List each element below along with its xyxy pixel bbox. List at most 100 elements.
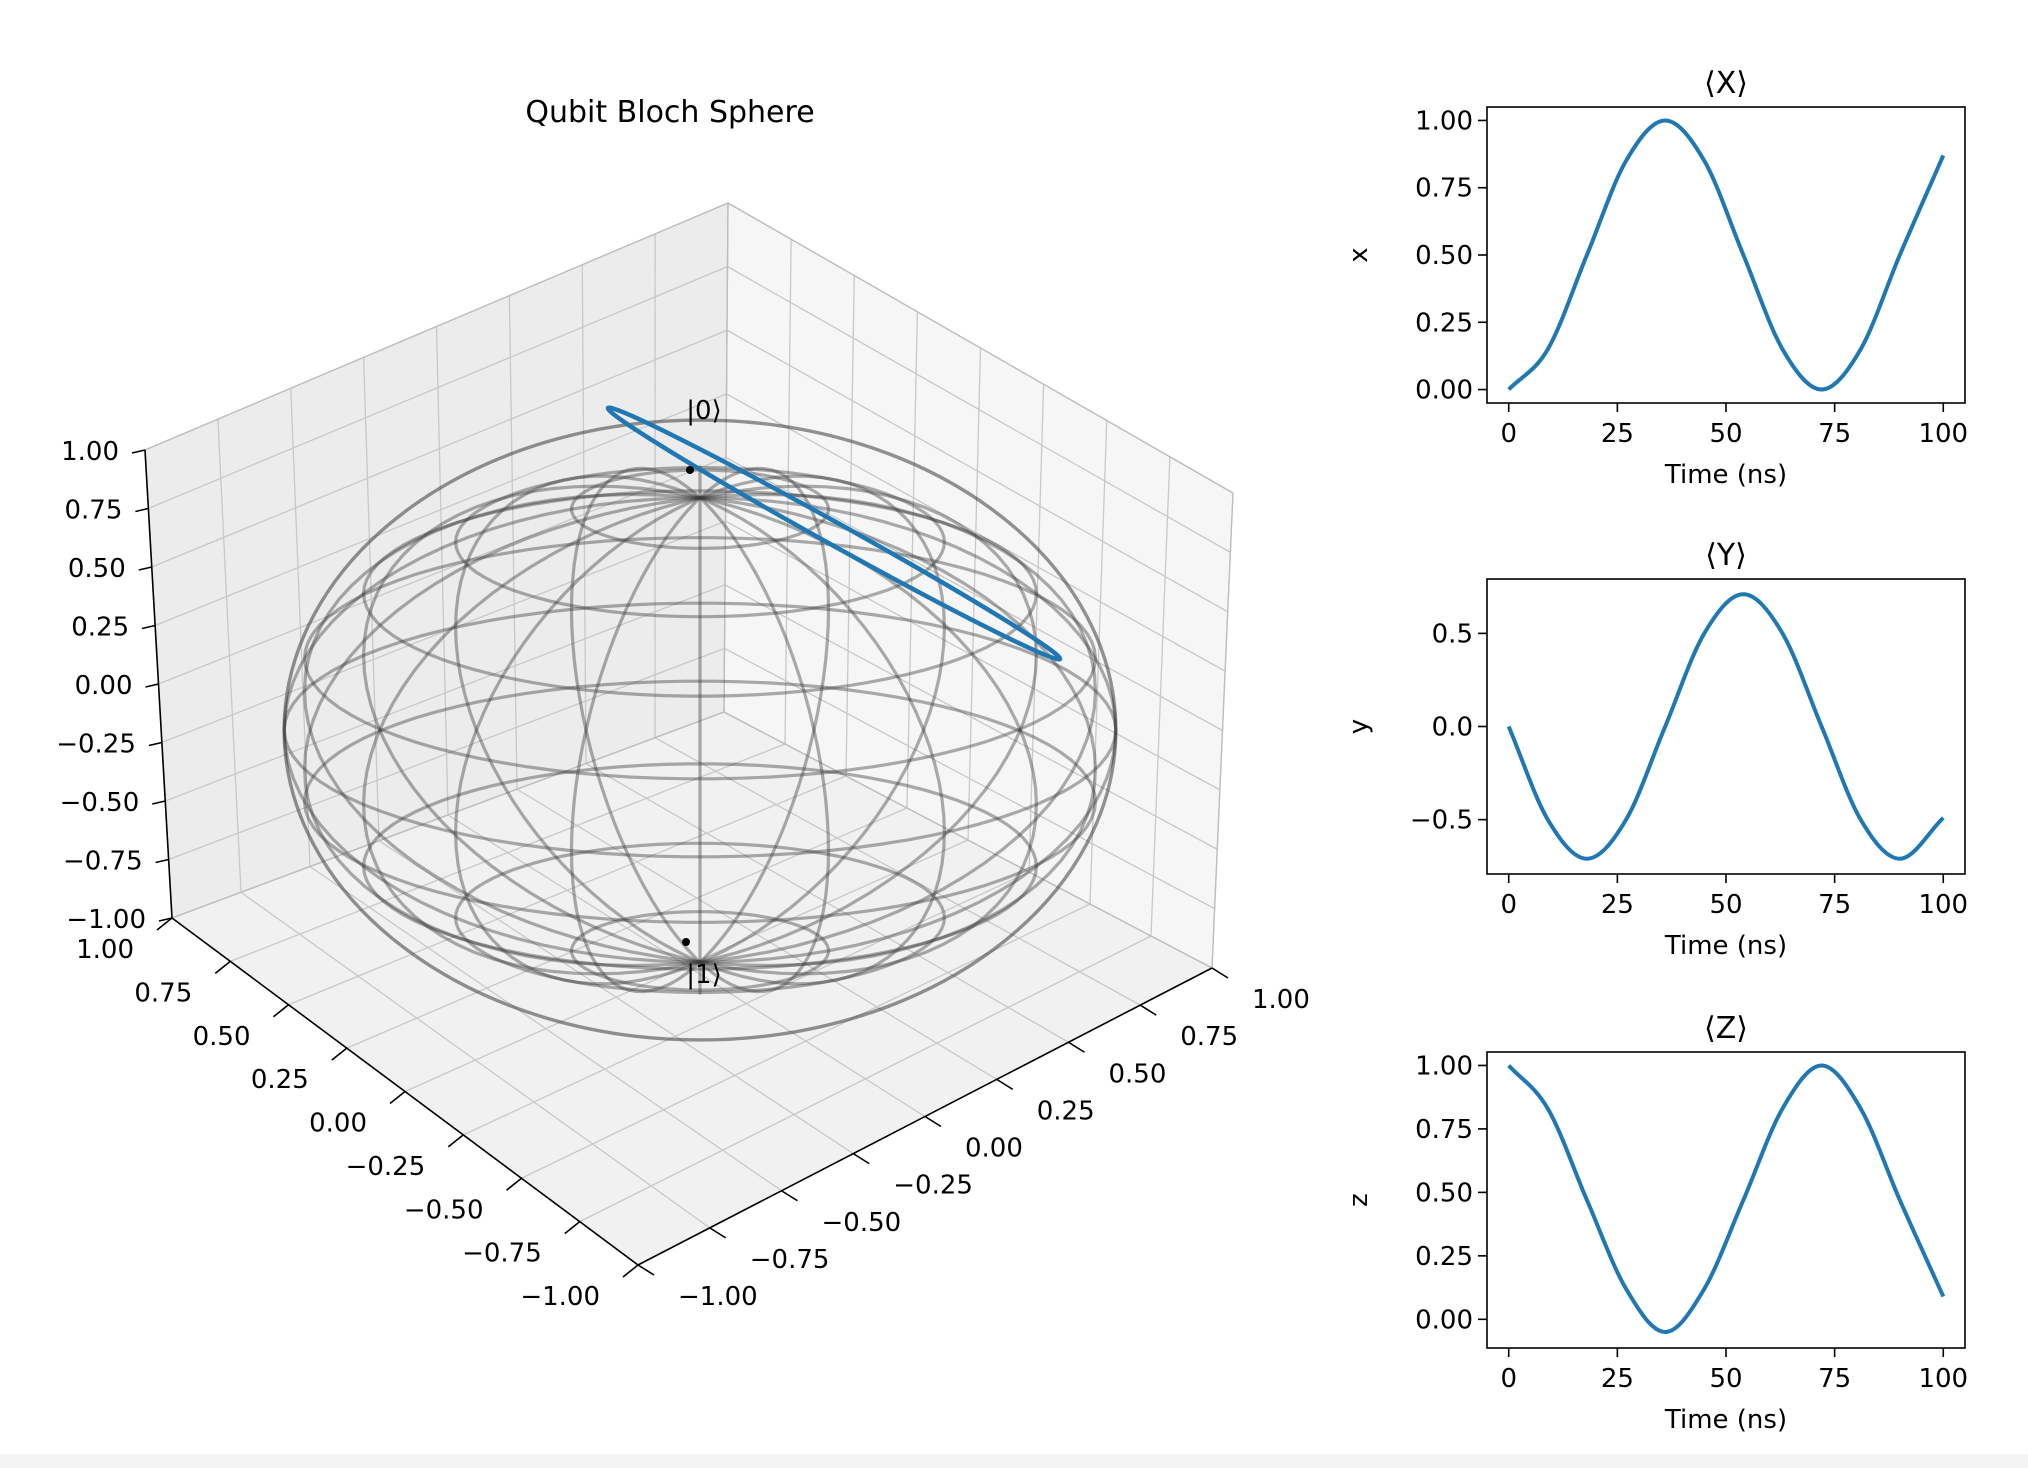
y-axis-tick (447, 1134, 464, 1148)
x-axis-tick (996, 1078, 1014, 1091)
x-axis-tick-label: 0.00 (965, 1134, 1023, 1164)
pole-label-zero: |0⟩ (686, 396, 721, 426)
footer-strip (0, 1454, 2028, 1468)
pane-edge (723, 202, 729, 713)
pane-gridline (1028, 384, 1045, 873)
sphere-latitude (361, 762, 1038, 971)
pane-gridline (158, 456, 727, 685)
x-tick-label: 50 (1709, 419, 1742, 449)
pane-gridline (726, 329, 1229, 613)
y-axis-tick-label: −1.00 (520, 1282, 600, 1312)
pane-gridline (462, 871, 1030, 1136)
z-axis-tick (158, 917, 173, 922)
y-tick-label: 0.00 (1415, 1305, 1473, 1335)
pane-left-wall (145, 203, 728, 918)
north-pole-point (686, 466, 694, 474)
sphere-longitude (362, 484, 1039, 976)
x-axis-label: Time (ns) (1664, 1405, 1787, 1435)
z-axis-tick-label: −0.75 (63, 847, 143, 877)
x-tick-label: 0 (1500, 890, 1517, 920)
y-axis-tick (214, 960, 231, 974)
y-axis-tick-label: −0.75 (462, 1239, 542, 1269)
series-line (1507, 1063, 1946, 1334)
pane-gridline (581, 264, 587, 764)
y-axis-tick-label: 1.00 (76, 935, 134, 965)
x-tick-label: 100 (1918, 890, 1968, 920)
sphere-longitude (569, 466, 831, 994)
z-expectation-panel: ⟨Z⟩ 0 25 50 75 100 0.00 0.25 0.50 0.75 1.00 Time (n… (1344, 1011, 1968, 1435)
y-axis-tick (506, 1177, 522, 1191)
bloch-sphere-panel: Qubit Bloch Sphere 1.000.750.500.250.00−… (56, 95, 1310, 1312)
pane-gridline (404, 839, 969, 1093)
pane-gridline (1089, 420, 1108, 905)
x-tick-label: 0 (1500, 419, 1517, 449)
x-axis-tick-label: −0.50 (822, 1208, 902, 1238)
x-tick-label: 0 (1500, 1364, 1517, 1394)
pane-gridline (727, 266, 1231, 553)
z-axis-tick-label: 1.00 (61, 437, 119, 467)
y-axis-tick-label: −0.50 (404, 1195, 484, 1225)
x-axis-tick (852, 1152, 870, 1165)
y-axis-tick-label: 0.75 (134, 978, 192, 1008)
series-line (1506, 592, 1945, 861)
pane-right-wall (724, 203, 1233, 968)
pane-edge (171, 711, 725, 919)
y-axis-tick (622, 1264, 639, 1278)
z-axis-tick-label: 0.00 (75, 671, 133, 701)
pane-edge (727, 202, 1234, 494)
y-tick-label: 0.25 (1415, 1242, 1473, 1272)
x-axis-tick-label: 0.25 (1037, 1096, 1095, 1126)
pane-gridline (1150, 456, 1171, 937)
y-axis-tick (331, 1047, 348, 1061)
z-axis-tick (138, 566, 152, 571)
x-axis-label: Time (ns) (1664, 460, 1787, 490)
plot-frame (1486, 578, 1966, 875)
sphere-latitude (361, 489, 1038, 698)
bloch-trajectory (605, 405, 1063, 946)
x-axis-tick-label: −0.25 (893, 1171, 973, 1201)
pane-gridline (508, 295, 518, 790)
x-axis-tick (1139, 1004, 1157, 1016)
x-axis-tick (781, 1190, 798, 1202)
x-tick-label: 100 (1918, 1364, 1968, 1394)
pane-gridlines (144, 202, 1234, 1266)
pane-edge (144, 202, 729, 451)
x-axis-label: Time (ns) (1664, 931, 1787, 961)
y-axis-tick (564, 1221, 581, 1235)
sphere-longitude (302, 492, 1097, 968)
x-tick-label: 75 (1818, 419, 1851, 449)
sphere-latitude (302, 679, 1097, 924)
sphere-longitude (454, 474, 947, 986)
pole-label-one: |1⟩ (686, 960, 721, 990)
series-line (1507, 118, 1946, 392)
x-tick-label: 25 (1601, 419, 1634, 449)
plot-frame (1486, 106, 1966, 404)
pane-floor (172, 712, 1212, 1265)
x-axis-tick (1211, 967, 1229, 979)
x-axis-tick (1068, 1041, 1085, 1053)
y-axis-tick (156, 917, 173, 931)
y-axis-tick (389, 1090, 406, 1105)
y-expectation-panel: ⟨Y⟩ 0 25 50 75 100 −0.5 0.0 0.5 Time (ns) y (1344, 538, 1968, 961)
z-axis-tick-label: −0.25 (56, 730, 136, 760)
trajectory-ring (605, 405, 1063, 662)
pane-edge (723, 711, 1213, 969)
z-axis-tick-label: 0.75 (64, 496, 122, 526)
south-pole-point (682, 938, 690, 946)
pane-gridline (726, 393, 1226, 672)
y-tick-label: 0.0 (1432, 713, 1473, 743)
x-axis-tick-label: 1.00 (1252, 985, 1310, 1015)
y-axis-label: z (1344, 1193, 1374, 1207)
pane-gridline (148, 266, 728, 510)
z-axis-tick-label: −0.50 (60, 788, 140, 818)
y-tick-label: 1.00 (1415, 1051, 1473, 1081)
y-tick-label: 0.50 (1415, 241, 1473, 271)
sphere-longitude (453, 474, 946, 986)
pane-gridline (151, 329, 728, 568)
z-axis-tick (141, 624, 156, 630)
x-expectation-panel: ⟨X⟩ 0 25 50 75 100 0.00 0.25 0.50 0.75 1.00 Time (n… (1344, 66, 1968, 490)
pane-gridline (725, 456, 1223, 732)
plot-frame (1486, 1051, 1966, 1349)
z-axis-tick-label: −1.00 (66, 905, 146, 935)
